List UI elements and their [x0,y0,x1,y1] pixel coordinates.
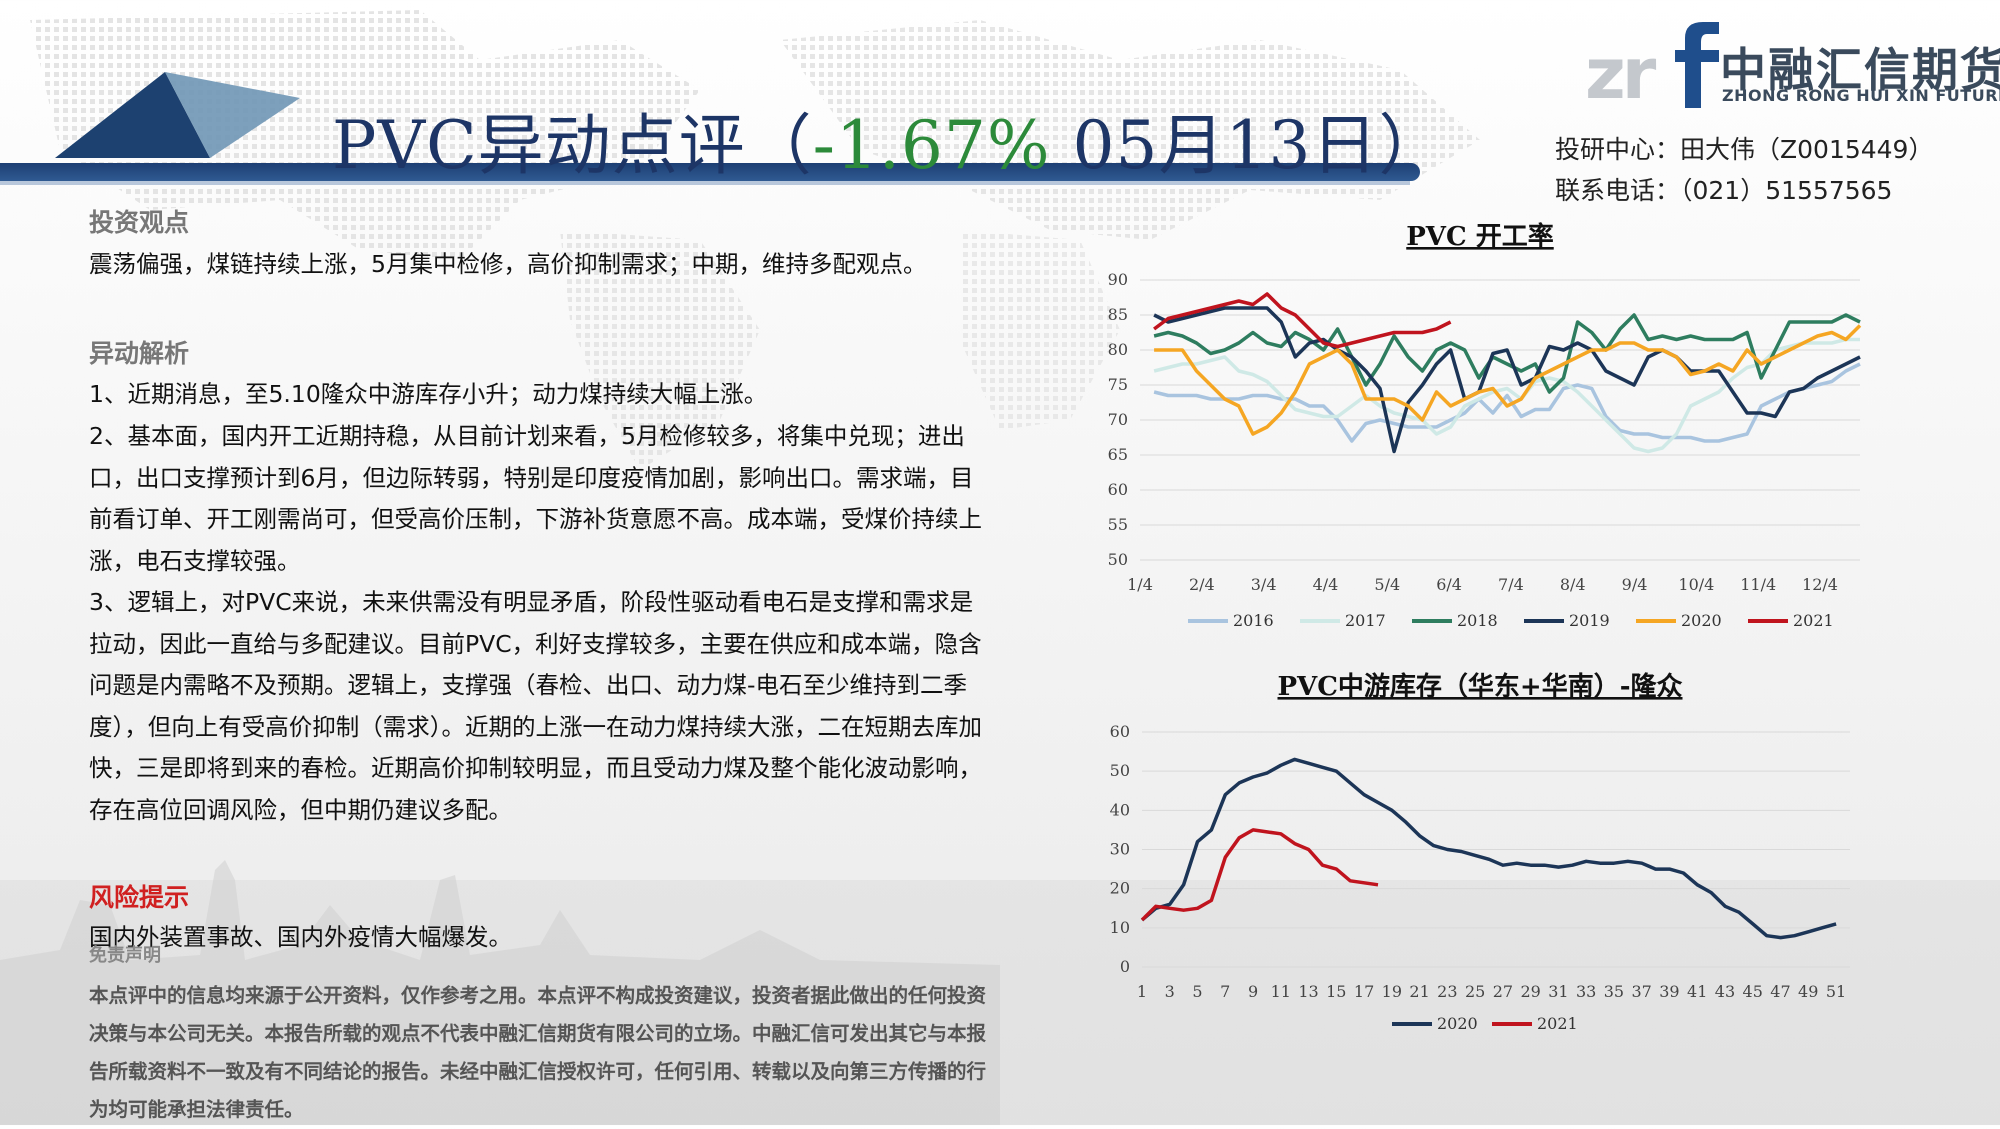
c2-y-tick-label: 30 [1110,840,1130,859]
analysis-point-1: 1、近期消息，至5.10隆众中游库存小升；动力煤持续大幅上涨。 [89,380,768,408]
c2-x-tick-label: 9 [1248,982,1258,1001]
brand-name-en: ZHONG RONG HUI XIN FUTURES [1722,86,2000,105]
c2-x-tick-label: 11 [1271,982,1291,1001]
c1-series-line-2019 [1153,306,1861,454]
c1-x-tick-label: 6/4 [1436,575,1462,594]
c2-x-tick-label: 1 [1137,982,1147,1001]
brand-name-cn: 中融汇信期货 [1720,43,2000,97]
c1-y-tick-label: 90 [1108,270,1128,289]
c2-x-tick-label: 25 [1465,982,1485,1001]
c2-x-tick-label: 49 [1798,982,1818,1001]
c2-x-tick-label: 47 [1770,982,1790,1001]
c1-y-tick-label: 60 [1108,480,1128,499]
risk-text: 国内外装置事故、国内外疫情大幅爆发。 [89,923,512,951]
c1-legend-label-2021: 2021 [1793,611,1834,630]
c1-y-tick-label: 85 [1108,305,1128,324]
c2-x-tick-label: 41 [1687,982,1707,1001]
title-date: 05月13日 [1050,107,1379,184]
c1-x-tick-label: 12/4 [1802,575,1838,594]
c1-x-tick-label: 10/4 [1678,575,1714,594]
c2-y-tick-label: 0 [1120,957,1130,976]
c2-x-tick-label: 29 [1520,982,1540,1001]
contact-analyst: 投研中心：田大伟（Z0015449） [1555,135,1934,164]
c2-y-tick-label: 20 [1110,879,1130,898]
c2-x-tick-label: 43 [1715,982,1735,1001]
c2-y-tick-label: 60 [1110,722,1130,741]
c2-series-line-2020 [1140,757,1837,940]
c1-x-tick-label: 2/4 [1189,575,1215,594]
c1-x-tick-label: 8/4 [1560,575,1586,594]
c2-x-tick-label: 21 [1409,982,1429,1001]
analysis-point-3: 3、逻辑上，对PVC来说，未来供需没有明显矛盾，阶段性驱动看电石是支撑和需求是拉… [89,588,982,824]
c2-x-tick-label: 39 [1659,982,1679,1001]
c2-x-tick-label: 15 [1326,982,1346,1001]
c2-y-tick-label: 50 [1110,761,1130,780]
c1-y-tick-label: 65 [1108,445,1128,464]
c1-legend-label-2020: 2020 [1681,611,1722,630]
c2-x-tick-label: 19 [1382,982,1402,1001]
title-close-paren: ） [1378,107,1446,184]
risk-heading: 风险提示 [89,883,190,912]
header-band-underline [0,181,1410,185]
c2-y-tick-label: 10 [1110,918,1130,937]
chart2-title: PVC中游库存（华东+华南）-隆众 [1278,671,1683,702]
analysis-point-2: 2、基本面，国内开工近期持稳，从目前计划来看，5月检修较多，将集中兑现；进出口，… [89,422,982,575]
c1-x-tick-label: 3/4 [1251,575,1277,594]
c1-legend-label-2018: 2018 [1457,611,1498,630]
c2-x-tick-label: 23 [1437,982,1457,1001]
c2-legend-label-2020: 2020 [1437,1014,1478,1033]
c2-x-tick-label: 7 [1220,982,1230,1001]
chart1-title: PVC 开工率 [1406,221,1553,252]
c1-y-tick-label: 80 [1108,340,1128,359]
c1-series-line-2021 [1153,292,1452,349]
c2-x-tick-label: 13 [1298,982,1318,1001]
contact-phone: 联系电话：（021）51557565 [1555,176,1893,205]
c2-x-tick-label: 3 [1165,982,1175,1001]
c1-series-line-2018 [1153,313,1861,394]
c1-legend-label-2016: 2016 [1233,611,1274,630]
header-band [0,163,1420,181]
c2-legend-label-2021: 2021 [1537,1014,1578,1033]
disclaimer-text: 本点评中的信息均来源于公开资料，仅作参考之用。本点评不构成投资建议，投资者据此做… [89,984,987,1121]
c1-x-tick-label: 4/4 [1313,575,1339,594]
c1-x-tick-label: 7/4 [1498,575,1524,594]
c1-legend-label-2019: 2019 [1569,611,1610,630]
c1-x-tick-label: 11/4 [1740,575,1776,594]
c2-x-tick-label: 31 [1548,982,1568,1001]
c2-series-line-2021 [1140,828,1379,922]
c2-x-tick-label: 5 [1192,982,1202,1001]
c2-x-tick-label: 17 [1354,982,1374,1001]
c1-y-tick-label: 75 [1108,375,1128,394]
c2-x-tick-label: 33 [1576,982,1596,1001]
c1-y-tick-label: 55 [1108,515,1128,534]
c1-x-tick-label: 5/4 [1374,575,1400,594]
analysis-heading: 异动解析 [89,339,190,368]
price-change: -1.67% [812,107,1051,184]
c1-series-line-2017 [1153,337,1860,454]
c1-x-tick-label: 9/4 [1622,575,1648,594]
c2-x-tick-label: 45 [1743,982,1763,1001]
c1-legend-label-2017: 2017 [1345,611,1386,630]
c1-y-tick-label: 50 [1108,550,1128,569]
header-triangle-logo [55,72,300,158]
c2-x-tick-label: 27 [1493,982,1513,1001]
company-logo-icon: zr [1585,22,1719,110]
c2-y-tick-label: 40 [1110,800,1130,819]
title-open-paren: （ [745,107,813,184]
view-heading: 投资观点 [89,208,190,237]
c1-series-line-2020 [1154,324,1862,436]
disclaimer-heading: 免责声明 [89,945,161,966]
c2-x-tick-label: 51 [1826,982,1846,1001]
svg-text:zr: zr [1585,33,1657,110]
c2-x-tick-label: 35 [1604,982,1624,1001]
page-title: PVC异动点评（-1.67% 05月13日） [332,92,1446,188]
view-text: 震荡偏强，煤链持续上涨，5月集中检修，高价抑制需求；中期，维持多配观点。 [89,250,927,278]
title-main: PVC异动点评 [332,107,746,184]
c1-y-tick-label: 70 [1108,410,1128,429]
c1-x-tick-label: 1/4 [1127,575,1153,594]
chart-pvc-operating-rate: PVC 开工率 50 55 60 65 70 75 80 85 90 1/4 2/4 3/4 4/4 5… [1108,221,1862,630]
c2-x-tick-label: 37 [1632,982,1652,1001]
c1-series-line-2016 [1153,362,1861,443]
